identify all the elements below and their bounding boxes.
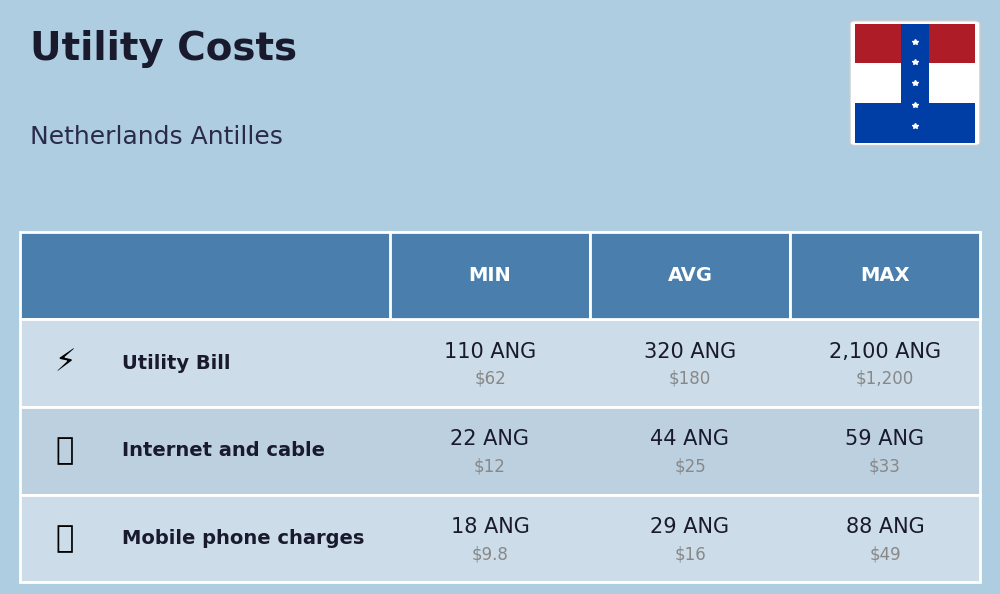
Text: $9.8: $9.8 (472, 545, 508, 563)
Text: ⚡: ⚡ (54, 349, 76, 378)
Bar (590, 232, 790, 320)
Text: Internet and cable: Internet and cable (122, 441, 325, 460)
Text: Utility Bill: Utility Bill (122, 353, 230, 372)
Text: $25: $25 (674, 457, 706, 475)
Text: 320 ANG: 320 ANG (644, 342, 736, 362)
Text: $16: $16 (674, 545, 706, 563)
Bar (855, 103, 975, 143)
Text: $62: $62 (474, 370, 506, 388)
FancyBboxPatch shape (850, 21, 980, 146)
Bar (20, 320, 980, 407)
Text: Utility Costs: Utility Costs (30, 30, 297, 68)
Text: 44 ANG: 44 ANG (650, 429, 730, 449)
Text: Mobile phone charges: Mobile phone charges (122, 529, 364, 548)
Text: $1,200: $1,200 (856, 370, 914, 388)
Text: $49: $49 (869, 545, 901, 563)
Text: 22 ANG: 22 ANG (450, 429, 530, 449)
Text: 📶: 📶 (56, 436, 74, 465)
Bar (20, 494, 980, 582)
Bar (20, 232, 980, 320)
Text: $33: $33 (869, 457, 901, 475)
Text: 29 ANG: 29 ANG (650, 517, 730, 537)
Text: 88 ANG: 88 ANG (846, 517, 924, 537)
Text: 59 ANG: 59 ANG (845, 429, 925, 449)
Text: 2,100 ANG: 2,100 ANG (829, 342, 941, 362)
Text: MAX: MAX (860, 266, 910, 285)
Bar (855, 64, 975, 103)
Text: Netherlands Antilles: Netherlands Antilles (30, 125, 283, 148)
Text: MIN: MIN (469, 266, 511, 285)
Text: 18 ANG: 18 ANG (451, 517, 529, 537)
Text: 📱: 📱 (56, 524, 74, 553)
Bar (20, 407, 980, 494)
Bar (390, 232, 590, 320)
Bar (855, 24, 975, 63)
Text: 110 ANG: 110 ANG (444, 342, 536, 362)
Bar (901, 24, 929, 143)
Bar (790, 232, 980, 320)
Text: $12: $12 (474, 457, 506, 475)
Text: AVG: AVG (668, 266, 712, 285)
Text: $180: $180 (669, 370, 711, 388)
